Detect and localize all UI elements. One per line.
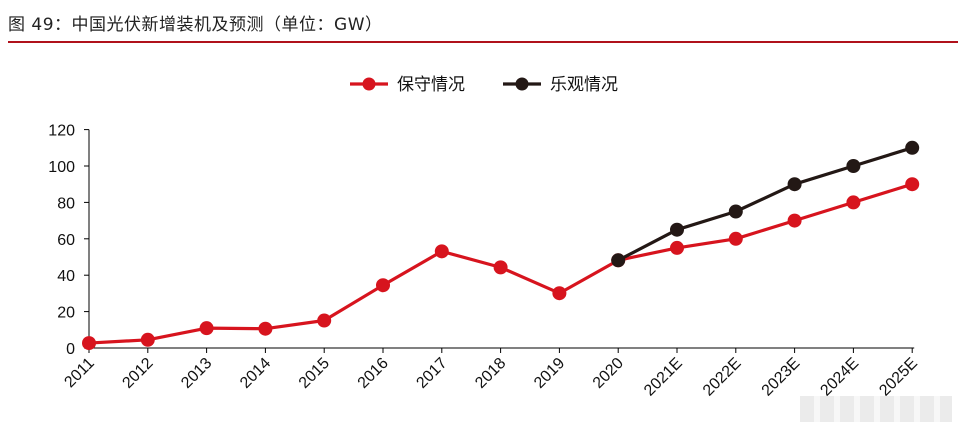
data-point-series-1	[787, 213, 802, 228]
data-point-series-1	[82, 336, 96, 351]
y-tick-label: 120	[48, 123, 75, 140]
legend-swatch-marker	[362, 77, 376, 91]
data-point-series-2	[611, 253, 626, 268]
x-tick-label: 2024E	[817, 355, 862, 400]
x-tick-label: 2017	[413, 355, 450, 392]
x-tick-label: 2016	[355, 355, 392, 392]
data-point-series-1	[552, 286, 567, 301]
y-tick-label: 60	[57, 232, 75, 249]
x-tick-label: 2020	[590, 355, 627, 392]
data-point-series-1	[493, 260, 508, 275]
x-tick-label: 2025E	[876, 355, 921, 400]
watermark	[800, 396, 952, 422]
x-tick-label: 2022E	[700, 355, 745, 400]
data-point-series-2	[905, 140, 920, 155]
y-tick-label: 80	[57, 195, 75, 212]
x-tick-label: 2011	[61, 355, 97, 391]
x-tick-label: 2018	[472, 355, 509, 392]
legend-label: 保守情况	[397, 75, 465, 95]
chart-axes: 0 20 40 60 80 100 120 2011 2012 2013 2014 2015 2016 2…	[48, 123, 921, 400]
y-tick-label: 40	[57, 268, 75, 285]
chart-lines	[82, 140, 920, 351]
data-point-series-2	[670, 222, 684, 237]
figure-title: 图 49：中国光伏新增装机及预测（单位：GW）	[8, 15, 383, 35]
x-tick-label: 2019	[531, 355, 568, 392]
x-tick-label: 2014	[237, 355, 274, 392]
legend-swatch-marker	[515, 77, 529, 91]
x-tick-label: 2023E	[759, 355, 804, 400]
data-point-series-1	[140, 332, 155, 347]
data-point-series-2	[728, 204, 743, 219]
data-point-series-2	[787, 177, 802, 192]
data-point-series-2	[846, 159, 861, 173]
data-point-series-1	[199, 321, 214, 336]
legend-label: 乐观情况	[550, 75, 618, 95]
x-tick-label: 2021E	[641, 355, 686, 400]
data-point-series-1	[434, 244, 449, 259]
chart-legend: 保守情况 乐观情况	[350, 75, 618, 95]
x-tick-label: 2015	[296, 355, 333, 392]
x-tick-label: 2013	[178, 355, 215, 392]
data-point-series-1	[317, 313, 332, 328]
data-point-series-1	[905, 177, 920, 192]
y-tick-label: 0	[66, 341, 75, 358]
data-point-series-1	[258, 321, 273, 336]
data-point-series-1	[376, 278, 390, 293]
series-line-2	[617, 146, 913, 262]
data-point-series-1	[728, 231, 743, 246]
title-rule	[8, 41, 958, 43]
x-tick-label: 2012	[119, 355, 156, 392]
data-point-series-1	[846, 195, 861, 210]
data-point-series-1	[670, 240, 684, 255]
y-tick-label: 100	[48, 159, 75, 176]
y-tick-label: 20	[57, 305, 75, 322]
